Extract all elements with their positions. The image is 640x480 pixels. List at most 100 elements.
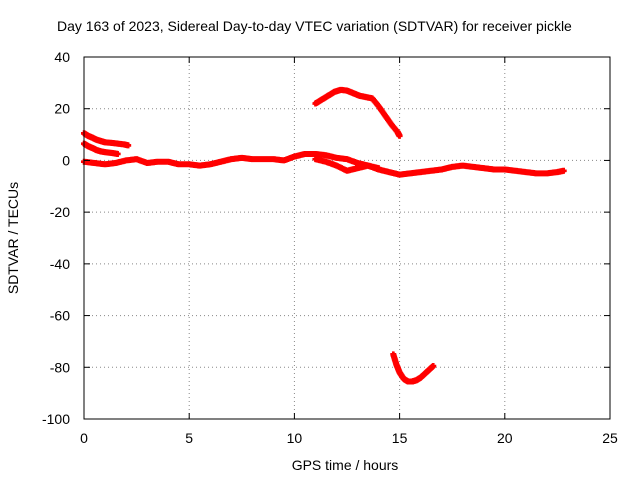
data-point [156, 160, 160, 164]
data-point [332, 90, 336, 94]
data-point [126, 143, 130, 148]
x-tick-label: 25 [602, 430, 618, 446]
data-point [166, 160, 170, 164]
series-upper-arc [312, 86, 403, 139]
x-tick-label: 0 [80, 430, 88, 446]
data-point [320, 98, 324, 102]
data-point [355, 161, 360, 165]
data-point [282, 158, 286, 163]
data-point [450, 165, 454, 169]
data-point [461, 164, 465, 168]
data-point [303, 152, 307, 156]
y-tick-label: 20 [54, 101, 70, 117]
data-point [135, 157, 139, 161]
data-point [86, 144, 90, 148]
data-point [562, 169, 566, 173]
data-point [111, 151, 116, 155]
data-point [370, 96, 374, 100]
data-point [292, 154, 296, 159]
data-point [103, 162, 107, 166]
x-tick-label: 15 [392, 430, 408, 446]
data-point [240, 156, 244, 160]
data-point [92, 161, 97, 165]
data-point [391, 352, 395, 356]
data-point [398, 134, 402, 138]
data-point [313, 152, 318, 156]
data-point [113, 161, 118, 165]
data-point [355, 166, 360, 170]
data-point [406, 379, 410, 384]
data-point [198, 164, 202, 168]
data-point [503, 167, 507, 172]
y-tick-label: 40 [54, 49, 70, 65]
data-point [431, 364, 435, 368]
data-point [95, 138, 99, 142]
data-point [187, 162, 191, 166]
tick-labels: 0 5 10 15 20 25 -100 -80 -60 -40 -20 0 20 40 [42, 49, 618, 446]
data-point [387, 170, 391, 174]
data-point [427, 368, 431, 372]
data-point [326, 94, 330, 98]
data-point [366, 164, 370, 168]
data-point [429, 169, 433, 173]
y-tick-label: -100 [42, 411, 70, 427]
data-point [208, 162, 212, 166]
data-point [410, 379, 414, 384]
data-point [109, 141, 113, 145]
data-point [345, 157, 349, 161]
data-point [524, 170, 528, 174]
data-point [86, 134, 90, 138]
data-point [334, 156, 339, 160]
data-point [389, 122, 393, 126]
data-point [95, 148, 99, 152]
data-point [177, 162, 181, 166]
plot-frame [83, 56, 611, 420]
chart-title: Day 163 of 2023, Sidereal Day-to-day VTE… [57, 18, 572, 34]
data-point [545, 171, 549, 175]
data-point [482, 166, 486, 170]
data-point [90, 136, 95, 140]
data-point [419, 376, 423, 380]
data-point [324, 153, 328, 157]
data-point [376, 104, 381, 108]
data-point [395, 130, 400, 134]
data-point [250, 157, 254, 161]
y-tick-label: -80 [50, 359, 70, 375]
data-point [145, 161, 149, 165]
series-main-track [81, 150, 567, 178]
data-point [408, 171, 412, 175]
data-point [513, 169, 517, 173]
x-tick-label: 10 [287, 430, 303, 446]
data-point [423, 372, 427, 376]
y-tick-label: 0 [62, 152, 70, 168]
series-lower-branch [312, 156, 382, 174]
data-point [471, 165, 475, 169]
data-point [351, 91, 355, 95]
series-lower-arc [390, 351, 437, 385]
data-point [271, 157, 275, 161]
data-point [313, 101, 318, 106]
grid-lines [84, 57, 610, 419]
data-point [90, 146, 95, 150]
y-tick-label: -60 [50, 308, 70, 324]
y-tick-label: -40 [50, 256, 70, 272]
data-point [398, 370, 402, 375]
data-point [116, 152, 120, 156]
data-point [345, 169, 349, 173]
data-point [324, 160, 328, 164]
data-point [116, 142, 120, 146]
data-point [103, 140, 107, 144]
x-axis-label: GPS time / hours [292, 457, 399, 473]
data-point [99, 139, 103, 143]
data-point [383, 113, 387, 117]
data-series [81, 86, 567, 385]
data-point [534, 171, 538, 175]
data-point [107, 151, 111, 155]
data-point [219, 160, 223, 164]
data-point [398, 173, 402, 177]
data-point [99, 149, 103, 153]
data-point [229, 157, 233, 161]
data-point [440, 167, 444, 172]
axis-ticks [83, 56, 611, 420]
